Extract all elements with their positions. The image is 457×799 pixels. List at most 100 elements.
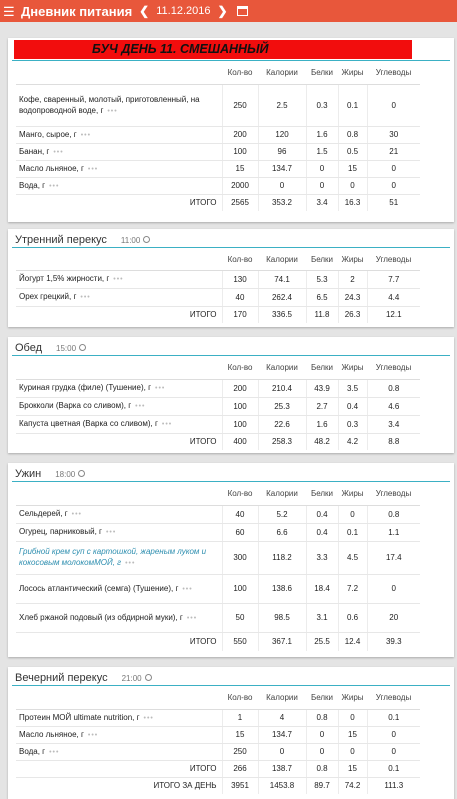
food-prot: 1.6 [305, 126, 338, 144]
food-cal: 134.7 [257, 160, 306, 178]
row-menu-icon[interactable]: ••• [53, 148, 64, 156]
food-cal: 120 [257, 126, 306, 144]
meal-time[interactable]: 11:00 [120, 236, 141, 245]
row-menu-icon[interactable]: ••• [107, 107, 118, 115]
meal-header: Вечерний перекус 21:00 [15, 672, 152, 684]
food-table: Кол-во Калории Белки Жиры Углеводы Сельдерей… [16, 483, 420, 651]
row-menu-icon[interactable]: ••• [105, 529, 117, 536]
chevron-left-icon[interactable]: ❮ [139, 4, 150, 18]
food-name[interactable]: Протеин МОЙ ultimate nutrition, г ••• [16, 709, 222, 727]
food-name[interactable]: Орех грецкий, г ••• [16, 288, 222, 307]
row-menu-icon[interactable]: ••• [135, 403, 146, 410]
food-row[interactable]: Сельдерей, г ••• 40 5.2 0.4 0 0.8 [16, 505, 420, 524]
row-menu-icon[interactable]: ••• [80, 131, 92, 139]
col-header-empty [16, 483, 222, 506]
food-name[interactable]: Лосось атлантический (семга) (Тушение), … [16, 574, 222, 604]
chevron-right-icon[interactable]: ❯ [217, 4, 228, 18]
clock-icon [79, 344, 87, 351]
row-menu-icon[interactable]: ••• [113, 276, 124, 283]
food-fat: 0 [337, 177, 367, 195]
food-name[interactable]: Вода, г ••• [16, 743, 222, 761]
food-row[interactable]: Йогурт 1,5% жирности, г ••• 130 74.1 5.3 2 7.7 [16, 270, 420, 289]
meal-time[interactable]: 21:00 [121, 674, 142, 683]
food-prot: 5.3 [305, 270, 338, 289]
food-name[interactable]: Масло льняное, г ••• [16, 160, 222, 178]
food-name[interactable]: Капуста цветная (Варка со сливом), г ••• [16, 415, 222, 434]
food-row[interactable]: Кофе, сваренный, молотый, приготовленный… [16, 84, 420, 127]
total-qty: 170 [221, 306, 258, 323]
food-row[interactable]: Брокколи (Варка со сливом), г ••• 100 25.3 2… [16, 397, 420, 416]
food-row[interactable]: Масло льняное, г ••• 15 134.7 0 15 0 [16, 726, 420, 744]
row-menu-icon[interactable]: ••• [87, 731, 99, 739]
food-name[interactable]: Манго, сырое, г ••• [16, 126, 222, 144]
food-name[interactable]: Грибной крем суп с картошкой, жареным лу… [16, 541, 222, 575]
food-name[interactable]: Масло льняное, г ••• [16, 726, 222, 744]
current-date[interactable]: 11.12.2016 [156, 5, 211, 17]
row-menu-icon[interactable]: ••• [87, 165, 99, 173]
food-row[interactable]: Капуста цветная (Варка со сливом), г ••• 1… [16, 415, 420, 434]
food-row[interactable]: Манго, сырое, г ••• 200 120 1.6 0.8 30 [16, 126, 420, 144]
row-menu-icon[interactable]: ••• [143, 714, 154, 722]
row-menu-icon[interactable]: ••• [49, 182, 60, 190]
total-cal: 138.7 [257, 760, 306, 778]
food-prot: 0.4 [305, 523, 338, 542]
total-fat: 12.4 [337, 632, 367, 651]
food-row[interactable]: Протеин МОЙ ultimate nutrition, г ••• 1 4 0.… [16, 709, 420, 727]
row-menu-icon[interactable]: ••• [71, 511, 83, 518]
food-name[interactable]: Огурец, парниковый, г ••• [16, 523, 222, 542]
food-qty: 300 [221, 541, 258, 575]
meal-total-row: ИТОГО 170 336.5 11.8 26.3 12.1 [16, 306, 420, 323]
food-row[interactable]: Лосось атлантический (семга) (Тушение), … [16, 574, 420, 604]
food-carb: 1.1 [366, 523, 420, 542]
food-name[interactable]: Банан, г ••• [16, 143, 222, 161]
food-name[interactable]: Брокколи (Варка со сливом), г ••• [16, 397, 222, 416]
food-name[interactable]: Вода, г ••• [16, 177, 222, 195]
row-menu-icon[interactable]: ••• [155, 385, 166, 392]
col-header: Жиры [338, 483, 367, 506]
food-row[interactable]: Огурец, парниковый, г ••• 60 6.6 0.4 0.1 1.1 [16, 523, 420, 542]
food-fat: 0.5 [337, 143, 367, 161]
row-menu-icon[interactable]: ••• [186, 614, 198, 622]
food-name[interactable]: Сельдерей, г ••• [16, 505, 222, 524]
meal-time[interactable]: 15:00 [56, 344, 77, 353]
food-cal: 22.6 [257, 415, 306, 434]
meal-time[interactable]: 18:00 [55, 470, 76, 479]
page-title: Дневник питания [21, 3, 133, 19]
food-cal: 74.1 [257, 270, 306, 289]
row-menu-icon[interactable]: ••• [182, 585, 193, 593]
food-cal: 5.2 [257, 505, 306, 524]
food-row[interactable]: Куриная грудка (филе) (Тушение), г ••• 200… [16, 379, 420, 398]
total-fat: 4.2 [337, 433, 367, 450]
food-row[interactable]: Грибной крем суп с картошкой, жареным лу… [16, 541, 420, 575]
food-fat: 0.1 [337, 523, 367, 542]
food-carb: 0 [366, 726, 420, 744]
food-name[interactable]: Йогурт 1,5% жирности, г ••• [16, 270, 222, 289]
food-qty: 130 [221, 270, 258, 289]
food-row[interactable]: Вода, г ••• 250 0 0 0 0 [16, 743, 420, 761]
total-carb: 0.1 [366, 760, 420, 778]
food-qty: 15 [221, 726, 258, 744]
food-qty: 15 [221, 160, 258, 178]
row-menu-icon[interactable]: ••• [161, 421, 173, 428]
food-prot: 18.4 [305, 574, 338, 604]
food-prot: 0.8 [305, 709, 338, 727]
row-menu-icon[interactable]: ••• [49, 748, 60, 756]
food-row[interactable]: Орех грецкий, г ••• 40 262.4 6.5 24.3 4.4 [16, 288, 420, 307]
clock-icon [143, 236, 151, 243]
row-menu-icon[interactable]: ••• [80, 294, 91, 301]
food-name[interactable]: Куриная грудка (филе) (Тушение), г ••• [16, 379, 222, 398]
food-row[interactable]: Хлеб ржаной подовый (из обдирной муки), … [16, 603, 420, 633]
food-name[interactable]: Кофе, сваренный, молотый, приготовленный… [16, 84, 222, 127]
calendar-icon[interactable] [236, 6, 248, 16]
food-fat: 7.2 [337, 574, 367, 604]
row-menu-icon[interactable]: ••• [125, 560, 136, 567]
food-row[interactable]: Масло льняное, г ••• 15 134.7 0 15 0 [16, 160, 420, 178]
food-row[interactable]: Банан, г ••• 100 96 1.5 0.5 21 [16, 143, 420, 161]
food-name[interactable]: Хлеб ржаной подовый (из обдирной муки), … [16, 603, 222, 633]
col-header: Жиры [338, 62, 367, 85]
total-label: ИТОГО [189, 310, 217, 320]
food-fat: 0 [337, 709, 367, 727]
hamburger-icon[interactable]: ☰ [3, 3, 15, 19]
recipe-link[interactable]: Грибной крем суп с картошкой, жареным лу… [19, 547, 207, 567]
food-row[interactable]: Вода, г ••• 2000 0 0 0 0 [16, 177, 420, 195]
